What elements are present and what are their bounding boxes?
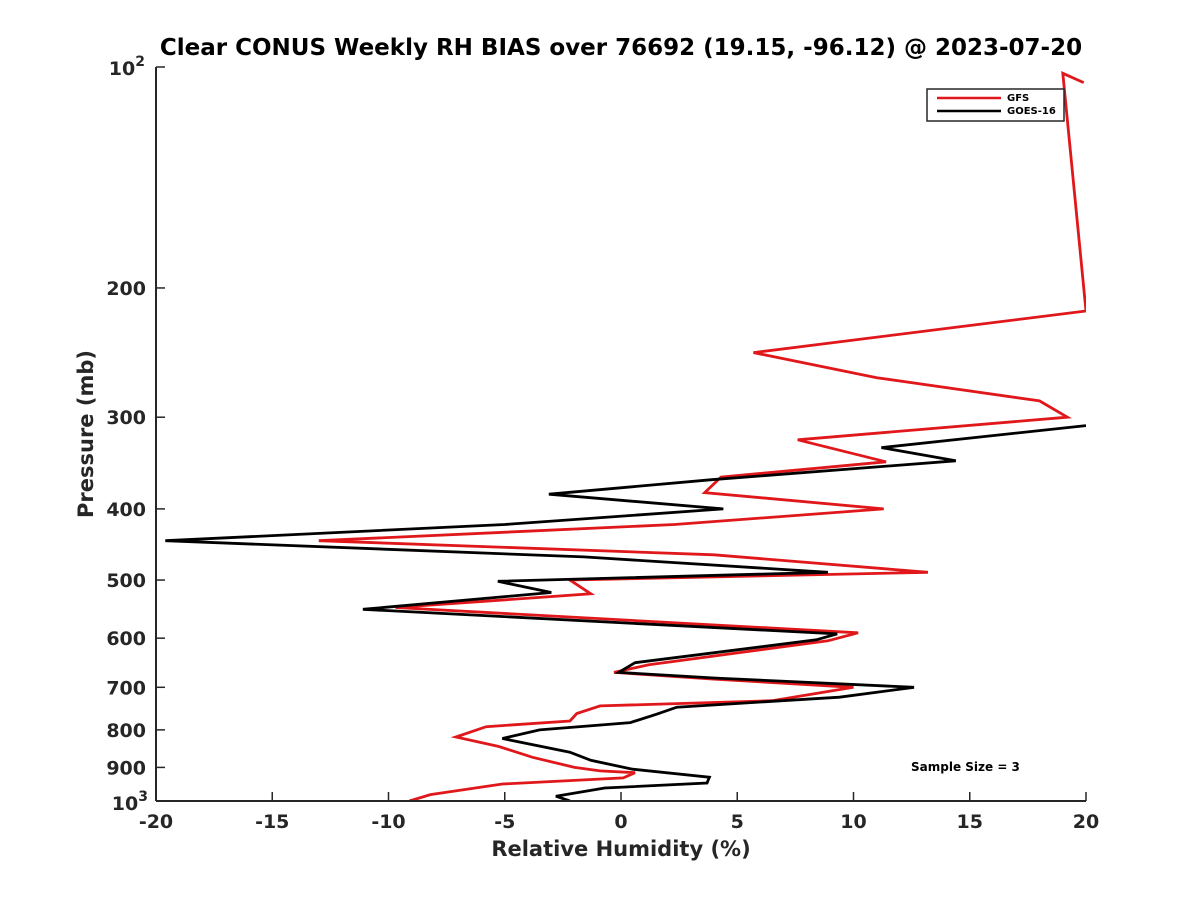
y-tick-label: 900 [106, 757, 146, 779]
y-tick-label: 600 [106, 628, 146, 650]
series-line-goes16 [165, 424, 1086, 801]
series-line-gfs [318, 71, 1086, 801]
x-tick-label: 5 [731, 811, 744, 833]
x-tick-label: -15 [255, 811, 289, 833]
x-tick-label: -10 [371, 811, 405, 833]
legend-label-goes16: GOES-16 [1007, 106, 1056, 117]
sample-size-annotation: Sample Size = 3 [911, 760, 1020, 774]
y-tick-label: 800 [106, 720, 146, 742]
chart-title: Clear CONUS Weekly RH BIAS over 76692 (1… [160, 35, 1082, 61]
y-bottom-edge-label: 103 [112, 789, 148, 815]
y-ticks: 200 300 400 500 600 700 800 900 [106, 66, 165, 802]
x-tick-label: 0 [614, 811, 627, 833]
y-tick-label: 400 [106, 499, 146, 521]
x-tick-label: 20 [1073, 811, 1099, 833]
y-top-edge-label: 102 [109, 54, 145, 80]
x-axis-label: Relative Humidity (%) [491, 837, 750, 861]
legend-box [926, 88, 1065, 122]
x-tick-label: 15 [957, 811, 983, 833]
legend: GFS GOES-16 [926, 88, 1065, 122]
legend-label-gfs: GFS [1007, 93, 1029, 104]
x-ticks: -20 -15 -10 -5 0 5 10 15 20 [139, 792, 1099, 833]
y-tick-label: 700 [106, 677, 146, 699]
series-layer [165, 71, 1086, 801]
y-tick-label: 500 [106, 570, 146, 592]
x-tick-label: 10 [840, 811, 866, 833]
y-tick-label: 300 [106, 407, 146, 429]
plot-area [156, 67, 1086, 801]
y-axis-label: Pressure (mb) [74, 350, 98, 518]
x-tick-label: -20 [139, 811, 173, 833]
x-tick-label: -5 [494, 811, 515, 833]
y-tick-label: 200 [106, 278, 146, 300]
